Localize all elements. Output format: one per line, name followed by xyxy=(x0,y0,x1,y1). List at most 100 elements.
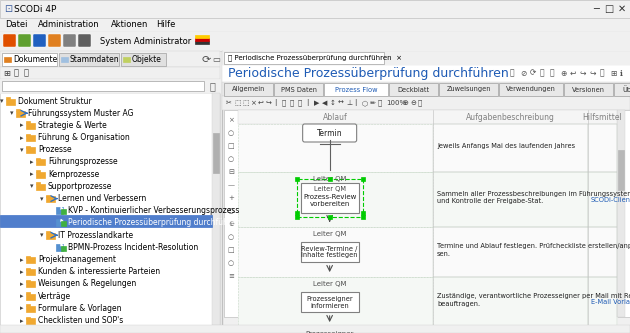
Text: Prozess-Review
vorbereiten: Prozess-Review vorbereiten xyxy=(303,194,357,207)
Bar xyxy=(0,0,630,18)
Bar xyxy=(238,124,617,172)
Bar xyxy=(26,269,35,275)
Text: ▾: ▾ xyxy=(40,232,43,238)
Bar xyxy=(328,176,331,180)
Text: Versionen: Versionen xyxy=(571,87,605,93)
Text: ─: ─ xyxy=(593,4,599,14)
Text: ▾: ▾ xyxy=(10,110,13,116)
Text: E-Mail Vorlage Prozessreview: E-Mail Vorlage Prozessreview xyxy=(591,299,630,305)
Text: ✂: ✂ xyxy=(226,100,232,106)
Bar xyxy=(26,281,35,287)
FancyBboxPatch shape xyxy=(33,34,46,47)
Text: Kernprozesse: Kernprozesse xyxy=(48,170,100,179)
Text: Deckblatt: Deckblatt xyxy=(398,87,430,93)
Text: ▾: ▾ xyxy=(40,195,43,201)
Bar xyxy=(238,327,617,333)
Bar xyxy=(46,194,50,196)
Text: Termine und Ablauf festlegen. Prüfcheckliste erstellen/anpas-
sen.: Termine und Ablauf festlegen. Prüfcheckl… xyxy=(437,243,630,257)
Bar xyxy=(433,277,588,327)
Bar xyxy=(26,256,30,258)
Bar xyxy=(61,57,68,62)
Bar xyxy=(0,215,212,227)
Bar xyxy=(588,327,617,333)
Text: 👤: 👤 xyxy=(24,69,29,78)
Bar xyxy=(0,67,220,79)
Bar xyxy=(36,170,40,172)
Text: ⊕: ⊕ xyxy=(560,69,566,78)
Bar xyxy=(123,57,130,62)
Bar xyxy=(360,210,365,214)
Bar xyxy=(433,172,588,227)
FancyBboxPatch shape xyxy=(3,34,16,47)
Bar xyxy=(0,51,220,67)
Text: Aktionen: Aktionen xyxy=(110,20,148,29)
Bar xyxy=(0,93,220,325)
FancyBboxPatch shape xyxy=(121,53,166,66)
Text: ▸: ▸ xyxy=(20,293,23,299)
Text: □: □ xyxy=(227,247,234,253)
Text: 🗑: 🗑 xyxy=(600,69,605,78)
Text: System Administrator: System Administrator xyxy=(100,37,192,46)
Bar xyxy=(238,227,617,277)
Bar xyxy=(36,172,45,178)
Text: ⊕: ⊕ xyxy=(402,100,408,106)
Text: Prozess Flow: Prozess Flow xyxy=(335,87,377,93)
Bar xyxy=(222,51,630,325)
Text: —: — xyxy=(227,182,234,188)
Text: Übersetzungen: Übersetzungen xyxy=(622,86,630,94)
Text: Allgemein: Allgemein xyxy=(232,87,265,93)
Bar xyxy=(16,109,20,111)
Bar xyxy=(26,146,30,148)
Text: SCODi-Client: SCODi-Client xyxy=(591,196,630,202)
Text: 🟩: 🟩 xyxy=(282,100,286,106)
Bar xyxy=(56,244,63,251)
Bar xyxy=(439,83,498,96)
Text: 🖨: 🖨 xyxy=(540,69,544,78)
Text: ⟳: ⟳ xyxy=(202,55,212,65)
Bar xyxy=(238,124,433,172)
Bar xyxy=(301,182,358,212)
Text: Strategie & Werte: Strategie & Werte xyxy=(38,121,106,130)
Bar xyxy=(224,110,630,317)
Bar xyxy=(301,242,358,262)
Bar xyxy=(26,268,30,270)
Text: SCODi 4P: SCODi 4P xyxy=(14,5,56,14)
Bar xyxy=(222,96,630,110)
Bar xyxy=(46,233,55,239)
Text: ✕: ✕ xyxy=(618,4,626,14)
Text: +: + xyxy=(228,195,234,201)
Bar xyxy=(0,18,630,31)
Text: Leiter QM: Leiter QM xyxy=(313,176,347,182)
Bar xyxy=(16,111,25,117)
Bar xyxy=(0,31,630,51)
Text: ◀: ◀ xyxy=(322,100,328,106)
Text: PMS Daten: PMS Daten xyxy=(281,87,317,93)
Text: Periodische Prozessüberprüfung durchführen: Periodische Prozessüberprüfung durchführ… xyxy=(228,67,509,80)
Bar xyxy=(238,172,617,227)
Text: Review-Termine /
Inhalte festlegen: Review-Termine / Inhalte festlegen xyxy=(301,245,358,258)
Bar xyxy=(212,93,220,325)
Text: 📄 Periodische Prozessüberprüfung durchführen  ×: 📄 Periodische Prozessüberprüfung durchfü… xyxy=(228,54,402,61)
Text: ⊖: ⊖ xyxy=(410,100,416,106)
Bar xyxy=(4,57,11,62)
Text: Leiter QM: Leiter QM xyxy=(313,281,347,287)
Bar xyxy=(222,51,630,65)
Text: ▸: ▸ xyxy=(30,159,33,165)
Text: 100%: 100% xyxy=(386,100,406,106)
Text: ▸: ▸ xyxy=(20,135,23,141)
Bar xyxy=(26,280,30,282)
Bar xyxy=(26,304,30,306)
Bar xyxy=(26,292,30,294)
Bar xyxy=(56,219,63,226)
Text: Aufgabenbeschreibung: Aufgabenbeschreibung xyxy=(466,113,555,122)
Bar xyxy=(588,124,617,172)
Bar xyxy=(618,150,624,190)
Text: 🟦: 🟦 xyxy=(290,100,294,106)
Text: ▸: ▸ xyxy=(20,269,23,275)
Text: Leiter QM: Leiter QM xyxy=(314,186,346,192)
Text: ↪: ↪ xyxy=(580,69,587,78)
Bar xyxy=(26,294,35,300)
Text: Dokument Struktur: Dokument Struktur xyxy=(18,97,92,106)
Text: ⊞: ⊞ xyxy=(610,69,616,78)
Bar xyxy=(614,83,630,96)
